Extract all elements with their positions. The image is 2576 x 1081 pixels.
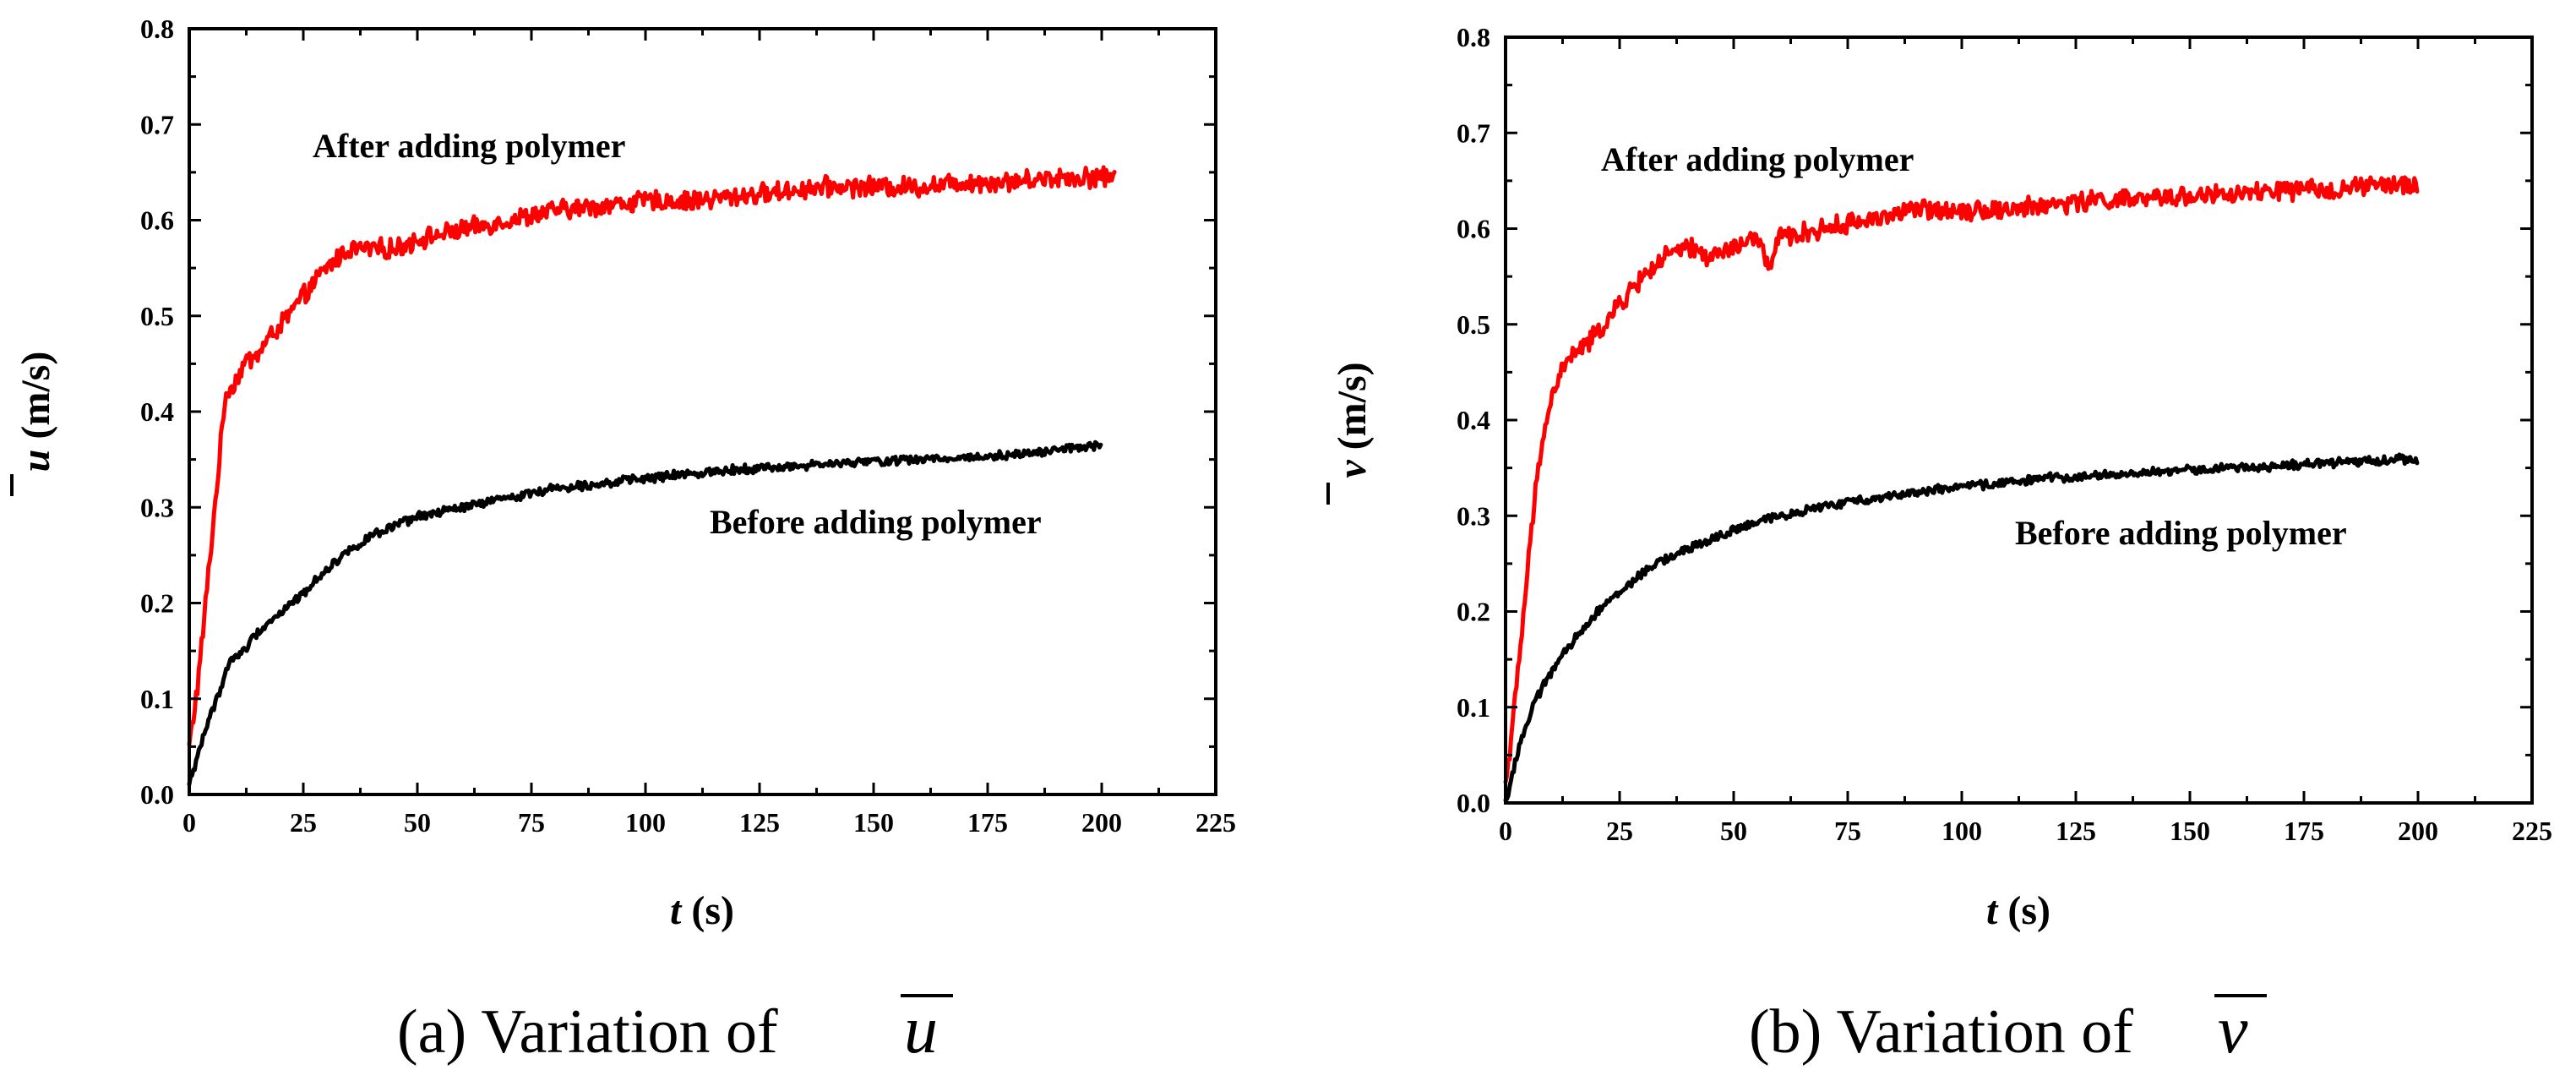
x-tick-label: 0 [1499,816,1512,846]
y-tick-label: 0.6 [1457,214,1490,244]
x-tick-label: 0 [182,807,196,838]
x-tick-label: 100 [625,807,666,838]
y-tick-label: 0.0 [140,779,174,810]
x-tick-label: 150 [2170,816,2210,846]
x-axis-var-a: t [670,888,683,933]
x-tick-label: 175 [967,807,1008,838]
caption-prefix-a: (a) Variation of [397,997,778,1067]
ticks-layer-a: 0 25 50 75 100 125 150 175 200 225 0.0 0.1 0.2 0.3 0.4… [140,14,1236,838]
svg-text:v (m/s): v (m/s) [1330,362,1375,478]
x-tick-label: 50 [1720,816,1747,846]
panel-a: 0 25 50 75 100 125 150 175 200 225 0.0 0.1 0.2 0.3 0.4… [10,14,1236,1067]
y-tick-label: 0.3 [140,492,174,522]
x-tick-label: 150 [853,807,894,838]
y-tick-label: 0.2 [140,588,174,619]
svg-text:u (m/s): u (m/s) [14,352,58,472]
y-tick-label: 0.0 [1457,788,1490,818]
x-tick-label: 125 [739,807,780,838]
y-axis-unit-a: (m/s) [14,352,58,450]
y-tick-label: 0.1 [1457,692,1490,723]
y-tick-label: 0.7 [1457,117,1490,148]
caption-b: (b) Variation of v [1749,993,2267,1067]
y-tick-label: 0.3 [1457,500,1490,531]
x-tick-label: 175 [2284,816,2324,846]
series-line-before-a [187,439,1103,787]
x-tick-label: 25 [1606,816,1633,846]
x-tick-label: 200 [1081,807,1122,838]
x-axis-unit-b: (s) [1997,888,2050,933]
y-axis-var-a: u [14,450,58,472]
y-axis-title-b: v (m/s) [1326,362,1375,505]
x-axis-title-a: t (s) [670,888,734,933]
x-axis-title-b: t (s) [1986,888,2050,933]
x-tick-label: 125 [2056,816,2096,846]
x-tick-label: 25 [290,807,317,838]
caption-a: (a) Variation of u [397,993,953,1067]
x-tick-label: 75 [518,807,545,838]
series-layer-a [187,165,1117,787]
annotation-after-a: After adding polymer [313,127,625,165]
x-tick-label: 225 [2512,816,2552,846]
series-line-after-a [187,165,1117,747]
x-tick-label: 200 [2398,816,2438,846]
series-line-before-b [1503,452,2420,803]
caption-symbol-b: v [2218,993,2248,1067]
series-layer-b [1503,175,2420,803]
caption-symbol-a: u [904,993,938,1067]
y-tick-label: 0.5 [1457,309,1490,340]
y-tick-label: 0.1 [140,684,174,714]
y-tick-label: 0.4 [1457,405,1490,435]
x-tick-label: 225 [1195,807,1236,838]
panel-b: 0 25 50 75 100 125 150 175 200 225 0.0 0.1 0.2 0.3 0.4… [1326,22,2552,1067]
y-tick-label: 0.7 [140,109,174,139]
y-tick-label: 0.8 [140,14,174,44]
y-axis-var-b: v [1330,460,1375,478]
annotation-before-a: Before adding polymer [710,503,1042,541]
y-axis-title-a: u (m/s) [10,352,58,496]
x-tick-label: 100 [1942,816,1982,846]
x-tick-label: 50 [404,807,431,838]
annotation-after-b: After adding polymer [1601,140,1914,178]
ticks-layer-b: 0 25 50 75 100 125 150 175 200 225 0.0 0.1 0.2 0.3 0.4… [1457,22,2552,846]
y-tick-label: 0.5 [140,301,174,331]
x-axis-var-b: t [1986,888,1999,933]
y-tick-label: 0.2 [1457,597,1490,627]
annotation-before-b: Before adding polymer [2015,514,2347,552]
y-tick-label: 0.6 [140,205,174,236]
y-tick-label: 0.8 [1457,22,1490,52]
x-axis-unit-a: (s) [681,888,734,933]
x-tick-label: 75 [1834,816,1861,846]
caption-prefix-b: (b) Variation of [1749,997,2133,1067]
y-axis-unit-b: (m/s) [1330,362,1375,460]
series-line-after-b [1503,175,2420,784]
y-tick-label: 0.4 [140,396,174,427]
